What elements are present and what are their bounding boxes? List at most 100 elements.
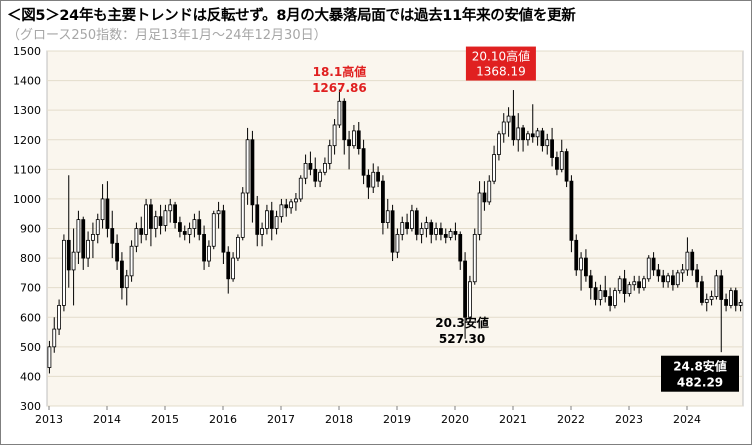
y-tick-label: 800 <box>20 252 41 265</box>
candle-body-down <box>439 228 443 235</box>
y-tick-label: 1000 <box>13 193 41 206</box>
candle <box>221 204 226 264</box>
candle <box>255 195 260 247</box>
candle-body-down <box>458 234 463 262</box>
candle-body-down <box>182 231 187 235</box>
candle <box>559 139 564 173</box>
candle <box>120 252 124 300</box>
annotation-low-2024-value: 482.29 <box>677 376 723 390</box>
candle <box>453 222 458 241</box>
candle-body-down <box>584 257 588 277</box>
candle-body-down <box>656 269 661 277</box>
candle-body-down <box>540 130 545 147</box>
candle <box>337 89 342 128</box>
candle-body-down <box>202 234 206 262</box>
x-tick-label: 2022 <box>557 413 585 426</box>
candle-body-down <box>342 100 347 141</box>
candle <box>158 204 163 235</box>
candle-body-down <box>269 210 274 229</box>
candle <box>516 113 521 152</box>
candle-body-up <box>211 213 216 247</box>
candle-body-up <box>410 210 414 229</box>
candle-body-up <box>124 275 129 289</box>
candle <box>574 234 579 276</box>
candle <box>492 145 496 185</box>
x-tick-label: 2016 <box>209 413 237 426</box>
candle-body-up <box>236 236 240 259</box>
candle-body-up <box>729 290 733 306</box>
candle-body-up <box>704 299 709 303</box>
annotation-high-2020-value: 1368.19 <box>476 65 526 79</box>
candle-body-up <box>294 198 298 203</box>
candle-body-up <box>318 171 322 182</box>
candle <box>719 269 724 353</box>
candle-body-down <box>178 222 182 232</box>
candle <box>62 234 66 312</box>
x-axis-ticks: 2013 2014 2015 2016 2017 2018 2019 2020 2021 2022… <box>35 406 701 426</box>
candle <box>134 222 139 253</box>
candle-body-down <box>308 163 313 170</box>
candle-body-down <box>530 133 535 138</box>
candle <box>690 249 695 276</box>
candle <box>202 225 206 270</box>
candle <box>144 198 148 241</box>
candle <box>347 130 351 170</box>
candle-body-up <box>245 139 250 194</box>
x-tick-label: 2018 <box>325 413 353 426</box>
candle <box>197 210 202 241</box>
candle-body-up <box>424 222 429 229</box>
candle-body-down <box>81 219 86 259</box>
candle-body-up <box>545 139 550 147</box>
candle-body-down <box>381 180 385 223</box>
candle <box>535 127 540 146</box>
candle-body-up <box>207 245 211 262</box>
grid-layer <box>46 50 744 407</box>
candle-body-up <box>100 198 105 221</box>
y-tick-label: 1400 <box>13 75 41 88</box>
candle-body-down <box>719 275 724 300</box>
candle-body-up <box>487 180 492 203</box>
candle-body-down <box>550 139 554 158</box>
candle-body-up <box>337 100 342 126</box>
candle-body-up <box>57 305 61 330</box>
x-tick-label: 2017 <box>267 413 295 426</box>
candle <box>260 222 264 247</box>
candle-body-up <box>163 210 168 226</box>
candle <box>192 213 197 238</box>
candle-body-down <box>120 260 124 289</box>
candle <box>704 293 709 312</box>
candle-body-up <box>526 133 530 141</box>
x-tick-label: 2021 <box>499 413 527 426</box>
candle <box>530 104 535 143</box>
candle <box>526 130 530 146</box>
candle <box>91 222 95 259</box>
candle-body-down <box>671 275 675 286</box>
candle-body-down <box>651 257 656 271</box>
candle <box>501 113 506 143</box>
candle-body-down <box>284 204 289 209</box>
candle <box>240 187 245 241</box>
x-tick-label: 2024 <box>673 413 701 426</box>
candle-body-down <box>226 251 231 280</box>
candle-body-up <box>323 163 327 173</box>
candle <box>434 222 438 241</box>
candle <box>414 207 419 241</box>
candle-body-up <box>448 231 453 238</box>
candle <box>661 269 666 288</box>
candle <box>506 107 511 137</box>
candle-body-up <box>265 210 269 229</box>
candle <box>458 231 463 270</box>
chart-subtitle: （グロース250指数：月足13年1月〜24年12月30日） <box>7 28 327 43</box>
candle-body-up <box>472 234 477 283</box>
candle <box>385 198 390 229</box>
candle-body-down <box>255 204 260 235</box>
candle-body-up <box>617 278 622 292</box>
candle-body-up <box>279 204 284 218</box>
candle <box>405 213 409 235</box>
candle <box>733 287 738 312</box>
candle-body-down <box>453 231 458 235</box>
x-tick-label: 2023 <box>615 413 643 426</box>
candle-body-up <box>71 251 76 271</box>
candle-body-down <box>574 239 579 271</box>
